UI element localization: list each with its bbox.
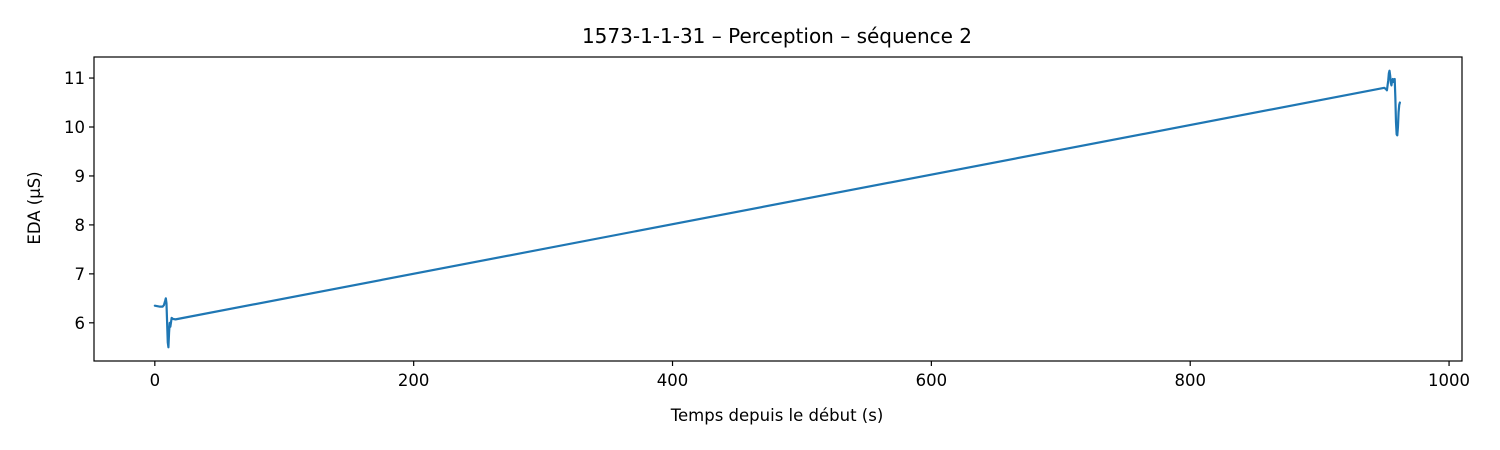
y-tick-label: 7: [75, 265, 86, 284]
plot-area: 0 200 400 600 800 1000 6 7 8 9 10 11: [64, 56, 1470, 390]
x-tick-label: 200: [398, 371, 430, 390]
y-axis-label: EDA (µS): [25, 171, 44, 244]
plot-frame: [93, 56, 1463, 362]
x-tick-label: 0: [150, 371, 161, 390]
chart-title: 1573-1-1-31 – Perception – séquence 2: [582, 24, 972, 48]
y-tick-label: 10: [64, 118, 85, 137]
y-tick-label: 11: [64, 69, 85, 88]
y-tick-label: 9: [75, 167, 86, 186]
series-line-0: [153, 69, 1401, 349]
x-tick-label: 400: [657, 371, 689, 390]
x-tick-label: 1000: [1428, 371, 1470, 390]
x-tick-label: 800: [1174, 371, 1206, 390]
x-tick-label: 600: [916, 371, 948, 390]
x-axis-label: Temps depuis le début (s): [670, 406, 884, 425]
y-tick-label: 6: [75, 314, 86, 333]
y-tick-label: 8: [75, 216, 86, 235]
